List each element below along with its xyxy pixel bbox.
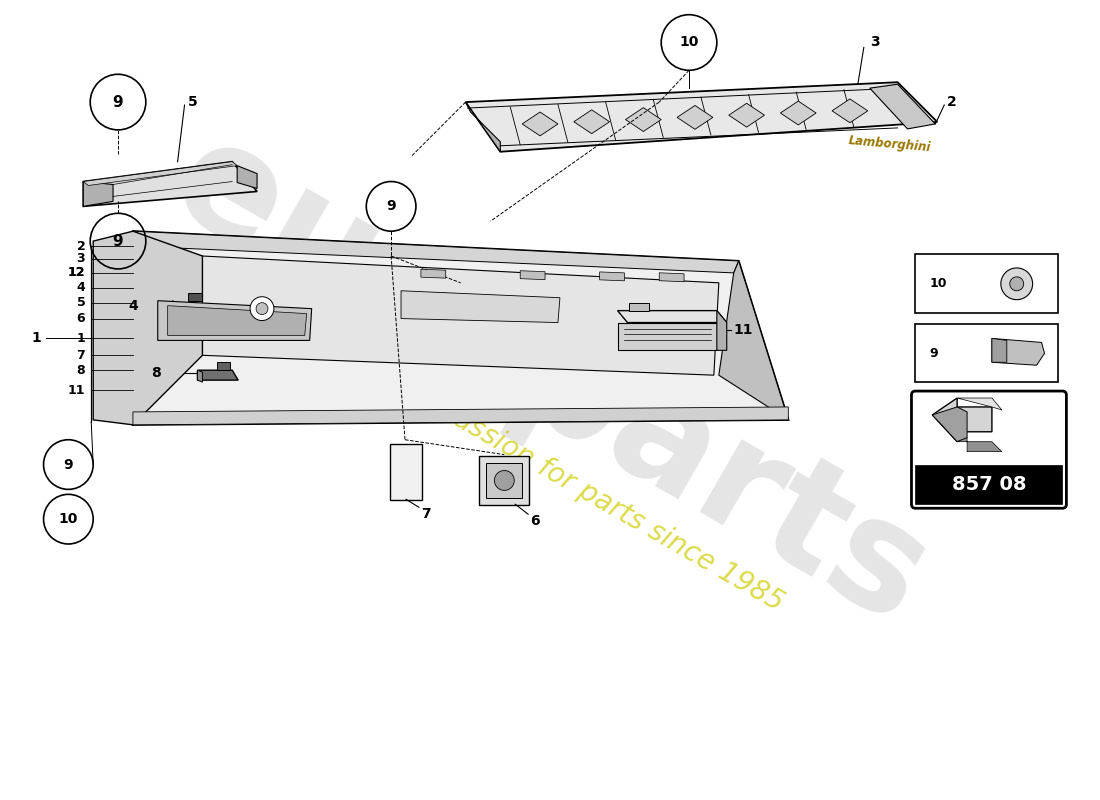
Text: 9: 9 (112, 234, 123, 249)
Text: 2: 2 (947, 95, 957, 109)
Text: 7: 7 (421, 507, 430, 522)
Polygon shape (626, 108, 661, 131)
Circle shape (1010, 277, 1024, 290)
Polygon shape (133, 231, 739, 273)
Polygon shape (218, 362, 230, 370)
Polygon shape (957, 398, 1002, 410)
Text: a passion for parts since 1985: a passion for parts since 1985 (411, 382, 789, 616)
Text: 4: 4 (77, 282, 86, 294)
Text: 2: 2 (77, 239, 86, 253)
Polygon shape (718, 261, 789, 420)
Text: 4: 4 (128, 298, 138, 313)
Polygon shape (600, 272, 625, 281)
Polygon shape (202, 256, 718, 375)
Text: 3: 3 (870, 35, 879, 50)
Polygon shape (84, 182, 113, 206)
Text: 11: 11 (68, 383, 86, 397)
FancyBboxPatch shape (480, 456, 529, 506)
Polygon shape (198, 370, 239, 380)
Text: 10: 10 (930, 278, 947, 290)
Polygon shape (617, 310, 727, 322)
Polygon shape (198, 370, 202, 382)
Polygon shape (574, 110, 609, 134)
FancyBboxPatch shape (912, 391, 1066, 508)
Text: 8: 8 (151, 366, 161, 380)
Text: 6: 6 (77, 312, 86, 325)
Polygon shape (717, 310, 727, 350)
Text: 7: 7 (77, 349, 86, 362)
Polygon shape (933, 398, 992, 442)
Text: 9: 9 (930, 347, 938, 360)
Polygon shape (728, 103, 764, 127)
Polygon shape (187, 293, 202, 301)
Polygon shape (157, 301, 311, 341)
Text: 12: 12 (68, 266, 86, 279)
Polygon shape (84, 162, 257, 206)
Polygon shape (84, 162, 238, 186)
Polygon shape (173, 301, 220, 313)
Text: 9: 9 (386, 199, 396, 214)
Polygon shape (520, 270, 544, 280)
Text: 10: 10 (680, 35, 698, 50)
FancyBboxPatch shape (915, 254, 1058, 313)
Polygon shape (133, 231, 789, 425)
Circle shape (494, 470, 515, 490)
Text: 9: 9 (112, 94, 123, 110)
Polygon shape (832, 99, 868, 122)
Polygon shape (522, 112, 558, 136)
Text: 5: 5 (187, 95, 197, 109)
Text: 9: 9 (64, 458, 74, 471)
Text: 8: 8 (77, 364, 86, 377)
Polygon shape (933, 407, 967, 442)
Polygon shape (957, 438, 1002, 452)
Text: 1: 1 (32, 331, 42, 346)
Polygon shape (992, 338, 1045, 366)
Text: 6: 6 (530, 514, 540, 528)
Polygon shape (678, 106, 713, 130)
Text: 10: 10 (58, 512, 78, 526)
Polygon shape (992, 338, 1007, 362)
Text: Lamborghini: Lamborghini (848, 134, 932, 154)
FancyBboxPatch shape (390, 444, 422, 500)
Polygon shape (629, 302, 649, 310)
Text: 857 08: 857 08 (952, 475, 1026, 494)
Polygon shape (465, 82, 937, 152)
FancyBboxPatch shape (486, 462, 522, 498)
Polygon shape (421, 270, 446, 278)
Text: 12: 12 (68, 266, 86, 279)
Polygon shape (617, 322, 717, 350)
Polygon shape (870, 84, 935, 129)
Text: 5: 5 (77, 296, 86, 309)
Polygon shape (167, 306, 307, 335)
FancyBboxPatch shape (915, 323, 1058, 382)
Polygon shape (94, 231, 202, 425)
Text: 3: 3 (77, 253, 86, 266)
Polygon shape (238, 166, 257, 189)
Circle shape (256, 302, 268, 314)
Polygon shape (659, 273, 684, 282)
Polygon shape (465, 102, 501, 152)
FancyBboxPatch shape (915, 465, 1063, 504)
Circle shape (1001, 268, 1033, 300)
Text: 1: 1 (77, 332, 86, 345)
Polygon shape (780, 101, 816, 125)
Text: 11: 11 (734, 323, 754, 338)
Text: europarts: europarts (147, 105, 953, 656)
Polygon shape (173, 301, 177, 315)
Polygon shape (402, 290, 560, 322)
Circle shape (250, 297, 274, 321)
Polygon shape (133, 407, 789, 425)
